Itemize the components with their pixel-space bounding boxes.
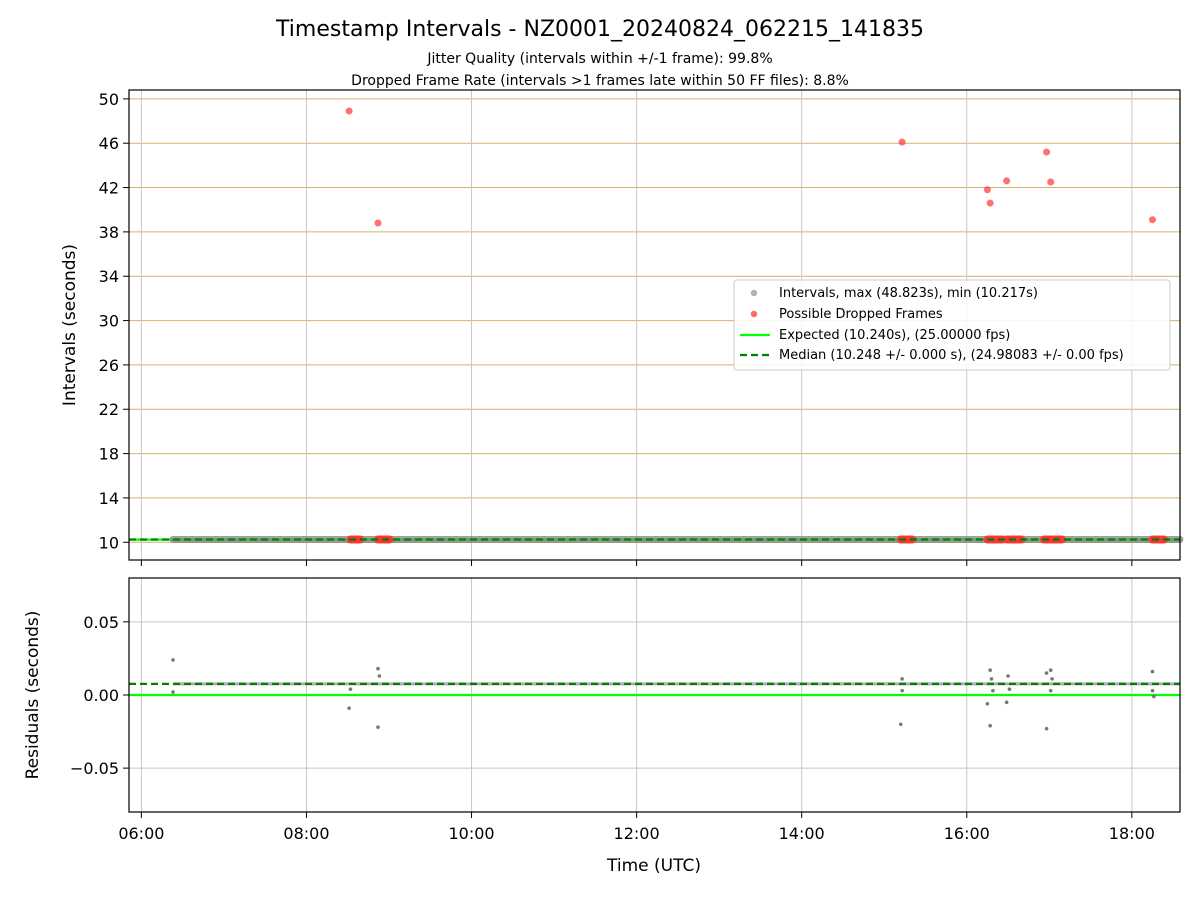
- residuals-y-tick-label: 0.00: [83, 686, 119, 705]
- x-tick-label: 12:00: [614, 824, 660, 843]
- residual-point: [1150, 688, 1155, 693]
- intervals-y-tick-label: 10: [99, 533, 119, 552]
- residuals-y-tick-label: −0.05: [70, 759, 119, 778]
- residual-point: [1048, 668, 1053, 672]
- dropped-frame-point: [1047, 178, 1055, 186]
- dropped-frame-point: [345, 107, 353, 115]
- intervals-axes-frame: [128, 89, 1181, 561]
- residual-point: [988, 668, 992, 672]
- chart-subtitle-dropped: Dropped Frame Rate (intervals >1 frames …: [351, 73, 849, 89]
- legend-label-expected: Expected (10.240s), (25.00000 fps): [779, 328, 1010, 343]
- x-tick-label: 06:00: [118, 824, 164, 843]
- dropped-frame-point: [983, 186, 991, 194]
- residual-point: [348, 687, 353, 691]
- intervals-y-tick-label: 50: [99, 90, 119, 109]
- dropped-frame-point: [1057, 535, 1066, 544]
- x-tick-label: 18:00: [1109, 824, 1155, 843]
- x-tick-label: 16:00: [944, 824, 990, 843]
- residuals-y-tick-label: 0.05: [83, 613, 119, 632]
- residual-point: [900, 677, 904, 681]
- residual-point: [171, 690, 175, 694]
- dropped-frame-point: [1043, 148, 1051, 156]
- residual-point: [376, 666, 380, 671]
- residual-point: [985, 701, 990, 706]
- intervals-y-tick-label: 46: [99, 134, 119, 153]
- residual-point: [900, 688, 904, 693]
- residual-point: [347, 706, 351, 710]
- intervals-y-axis: 10 14 18 22 26 30 34 38 42 46 50: [99, 90, 1133, 566]
- residual-point: [377, 674, 382, 678]
- dropped-frame-point: [986, 199, 994, 207]
- legend-marker-intervals: [750, 289, 758, 297]
- x-axis-label: Time (UTC): [606, 856, 701, 876]
- residual-point: [988, 723, 992, 728]
- residual-point: [376, 725, 380, 729]
- legend-label-dropped: Possible Dropped Frames: [779, 307, 943, 322]
- residual-point: [1044, 726, 1049, 731]
- residual-point: [1006, 674, 1010, 678]
- legend-label-intervals: Intervals, max (48.823s), min (10.217s): [779, 286, 1038, 301]
- intervals-y-tick-label: 22: [99, 400, 119, 419]
- residual-point: [1044, 671, 1049, 675]
- intervals-y-tick-label: 42: [99, 179, 119, 198]
- residual-point: [991, 688, 995, 693]
- chart-subtitle-jitter: Jitter Quality (intervals within +/-1 fr…: [426, 51, 772, 67]
- residuals-axes-ticks: −0.05 0.00 0.05 06:00 08:00 10:00 12:00 14:00 16…: [70, 613, 1155, 843]
- dropped-frame-point: [1148, 216, 1156, 224]
- residual-point: [1150, 669, 1155, 674]
- intervals-y-tick-label: 38: [99, 223, 119, 242]
- x-tick-label: 10:00: [448, 824, 494, 843]
- intervals-y-axis-label: Intervals (seconds): [60, 244, 80, 406]
- legend-marker-dropped: [750, 310, 758, 318]
- residual-point: [171, 658, 175, 662]
- intervals-y-tick-label: 26: [99, 356, 119, 375]
- residuals-plot-area: [129, 658, 1180, 731]
- x-tick-label: 14:00: [779, 824, 825, 843]
- x-tick-label: 08:00: [283, 824, 329, 843]
- intervals-y-tick-label: 30: [99, 312, 119, 331]
- legend: Intervals, max (48.823s), min (10.217s) …: [733, 279, 1171, 371]
- chart-title: Timestamp Intervals - NZ0001_20240824_06…: [275, 17, 924, 42]
- intervals-plot-area: [129, 107, 1184, 544]
- residuals-y-axis-label: Residuals (seconds): [23, 611, 43, 780]
- residual-point: [1152, 694, 1156, 699]
- intervals-y-tick-label: 14: [99, 489, 119, 508]
- dropped-frame-point: [385, 535, 394, 544]
- intervals-y-tick-label: 34: [99, 267, 119, 286]
- dropped-frame-point: [1003, 177, 1011, 185]
- intervals-y-tick-label: 18: [99, 445, 119, 464]
- residual-point: [898, 722, 903, 727]
- legend-label-median: Median (10.248 +/- 0.000 s), (24.98083 +…: [779, 348, 1124, 363]
- legend-box: [733, 279, 1171, 371]
- dropped-frame-point: [374, 219, 382, 227]
- residual-point: [1048, 688, 1053, 693]
- dropped-frame-point: [898, 138, 906, 146]
- residual-point: [989, 677, 994, 681]
- residual-point: [1004, 700, 1009, 705]
- residual-point: [1050, 677, 1054, 681]
- residual-point: [1007, 687, 1012, 691]
